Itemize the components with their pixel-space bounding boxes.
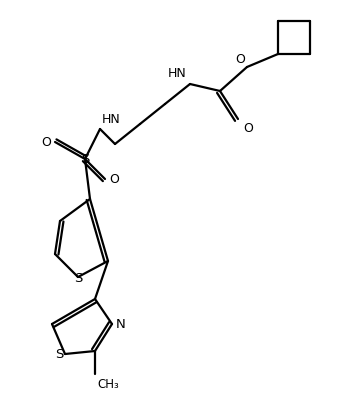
Text: O: O — [243, 122, 253, 135]
Text: S: S — [55, 348, 63, 361]
Text: O: O — [235, 53, 245, 66]
Text: N: N — [116, 318, 126, 331]
Text: O: O — [41, 136, 51, 149]
Text: HN: HN — [168, 67, 187, 80]
Text: CH₃: CH₃ — [97, 377, 119, 390]
Text: O: O — [109, 173, 119, 186]
Text: HN: HN — [102, 113, 121, 126]
Text: S: S — [81, 153, 89, 166]
Text: S: S — [74, 271, 82, 284]
